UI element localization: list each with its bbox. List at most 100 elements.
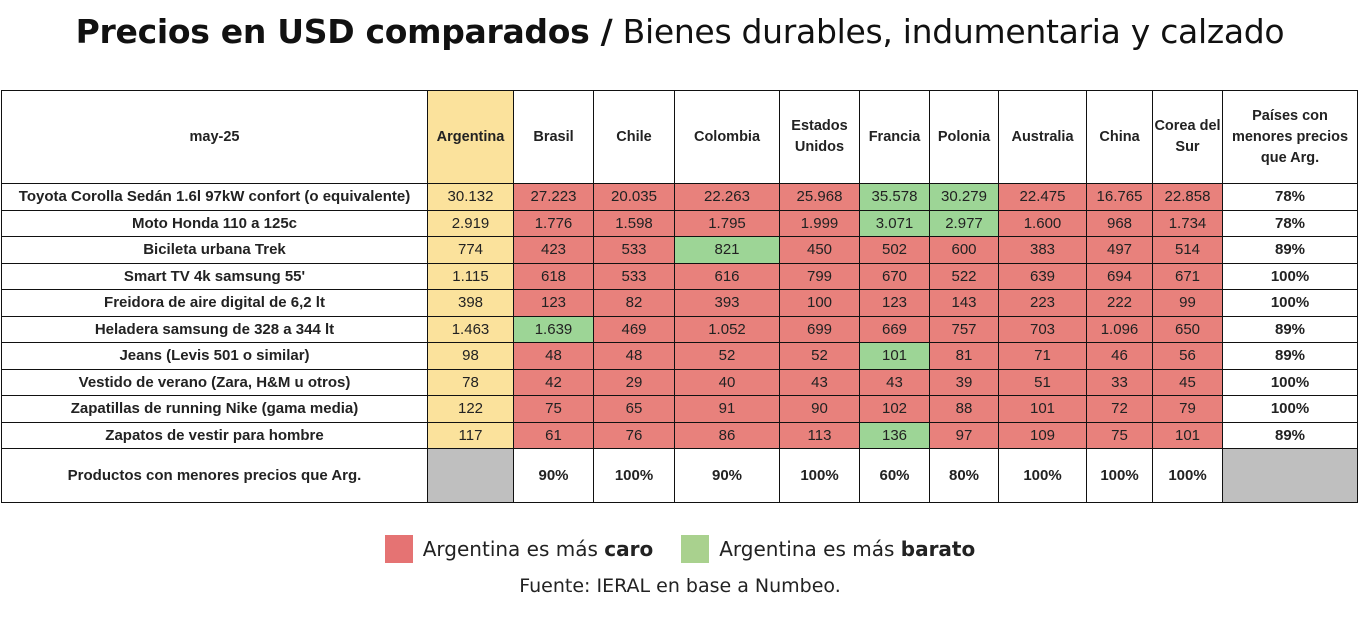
title-regular: Bienes durables, indumentaria y calzado — [612, 12, 1285, 51]
price-cell: 469 — [593, 315, 675, 343]
price-cell: 223 — [998, 289, 1087, 317]
price-cell: 383 — [998, 236, 1087, 264]
corner-label: may-25 — [1, 90, 428, 184]
legend-swatch-barato — [681, 535, 710, 563]
pct-cell: 78% — [1222, 183, 1358, 211]
table-row: Vestido de verano (Zara, H&M u otros) 78 4… — [1, 368, 1358, 396]
footer-row: Productos con menores precios que Arg. 90… — [1, 448, 1358, 503]
header-row: may-25 Argentina Brasil Chile Colombia Estado… — [1, 90, 1358, 184]
pct-cell: 89% — [1222, 342, 1358, 370]
page-title: Precios en USD comparados / Bienes durab… — [0, 12, 1360, 51]
table-row: Moto Honda 110 a 125c 2.919 1.776 1.598 1.79… — [1, 209, 1358, 237]
table-row: Bicileta urbana Trek 774 423 533 821 450 502 60… — [1, 236, 1358, 264]
price-cell: 423 — [513, 236, 594, 264]
price-cell: 514 — [1152, 236, 1223, 264]
price-cell: 117 — [427, 421, 514, 449]
price-cell: 35.578 — [859, 183, 930, 211]
price-cell: 600 — [929, 236, 999, 264]
price-cell: 669 — [859, 315, 930, 343]
table-row: Jeans (Levis 501 o similar) 98 48 48 52 52 101… — [1, 342, 1358, 370]
price-cell: 91 — [674, 395, 780, 423]
price-cell: 1.999 — [779, 209, 860, 237]
price-cell: 30.132 — [427, 183, 514, 211]
column-header: Brasil — [513, 90, 594, 184]
price-cell: 90 — [779, 395, 860, 423]
footer-cell: 90% — [513, 448, 594, 503]
price-cell: 671 — [1152, 262, 1223, 290]
pct-cell: 89% — [1222, 315, 1358, 343]
pct-cell: 89% — [1222, 236, 1358, 264]
price-cell: 101 — [998, 395, 1087, 423]
price-cell: 2.977 — [929, 209, 999, 237]
pct-cell: 89% — [1222, 421, 1358, 449]
price-cell: 102 — [859, 395, 930, 423]
price-cell: 109 — [998, 421, 1087, 449]
product-label: Moto Honda 110 a 125c — [1, 209, 428, 237]
product-label: Vestido de verano (Zara, H&M u otros) — [1, 368, 428, 396]
price-cell: 222 — [1086, 289, 1153, 317]
column-header: Estados Unidos — [779, 90, 860, 184]
footer-cell — [427, 448, 514, 503]
price-cell: 450 — [779, 236, 860, 264]
price-cell: 670 — [859, 262, 930, 290]
price-cell: 97 — [929, 421, 999, 449]
legend-swatch-caro — [384, 535, 413, 563]
price-table: may-25 Argentina Brasil Chile Colombia Estado… — [1, 90, 1358, 503]
footer-cell: 90% — [674, 448, 780, 503]
footer-cell: 60% — [859, 448, 930, 503]
table-row: Heladera samsung de 328 a 344 lt 1.463 1.6… — [1, 315, 1358, 343]
price-cell: 101 — [1152, 421, 1223, 449]
price-cell: 48 — [593, 342, 675, 370]
price-cell: 82 — [593, 289, 675, 317]
price-cell: 2.919 — [427, 209, 514, 237]
price-cell: 79 — [1152, 395, 1223, 423]
price-cell: 968 — [1086, 209, 1153, 237]
price-cell: 1.598 — [593, 209, 675, 237]
price-cell: 48 — [513, 342, 594, 370]
table-row: Zapatos de vestir para hombre 117 61 76 86 11… — [1, 421, 1358, 449]
legend-text: Argentina es más — [422, 537, 598, 561]
legend-bold: barato — [900, 537, 976, 561]
price-cell: 76 — [593, 421, 675, 449]
price-cell: 40 — [674, 368, 780, 396]
price-cell: 1.096 — [1086, 315, 1153, 343]
price-cell: 43 — [859, 368, 930, 396]
price-cell: 757 — [929, 315, 999, 343]
price-cell: 533 — [593, 262, 675, 290]
column-header: Argentina — [427, 90, 514, 184]
price-cell: 27.223 — [513, 183, 594, 211]
table-row: Freidora de aire digital de 6,2 lt 398 123… — [1, 289, 1358, 317]
price-cell: 22.475 — [998, 183, 1087, 211]
price-cell: 694 — [1086, 262, 1153, 290]
price-cell: 75 — [1086, 421, 1153, 449]
product-label: Zapatillas de running Nike (gama media) — [1, 395, 428, 423]
price-cell: 398 — [427, 289, 514, 317]
table-row: Toyota Corolla Sedán 1.6l 97kW confort (… — [1, 183, 1358, 211]
price-cell: 46 — [1086, 342, 1153, 370]
product-label: Heladera samsung de 328 a 344 lt — [1, 315, 428, 343]
title-bold: Precios en USD comparados / — [75, 12, 613, 51]
price-cell: 393 — [674, 289, 780, 317]
price-cell: 20.035 — [593, 183, 675, 211]
price-cell: 1.600 — [998, 209, 1087, 237]
product-label: Smart TV 4k samsung 55' — [1, 262, 428, 290]
footer-cell: 80% — [929, 448, 999, 503]
price-cell: 101 — [859, 342, 930, 370]
footer-cell: 100% — [1152, 448, 1223, 503]
price-cell: 1.463 — [427, 315, 514, 343]
price-cell: 113 — [779, 421, 860, 449]
product-label: Freidora de aire digital de 6,2 lt — [1, 289, 428, 317]
price-cell: 33 — [1086, 368, 1153, 396]
price-cell: 52 — [674, 342, 780, 370]
price-cell: 22.858 — [1152, 183, 1223, 211]
footer-cell: 100% — [779, 448, 860, 503]
price-cell: 502 — [859, 236, 930, 264]
pct-cell: 78% — [1222, 209, 1358, 237]
legend-text: Argentina es más — [719, 537, 895, 561]
price-cell: 42 — [513, 368, 594, 396]
column-header: Australia — [998, 90, 1087, 184]
price-cell: 136 — [859, 421, 930, 449]
price-cell: 86 — [674, 421, 780, 449]
legend: Argentina es más caro Argentina es más b… — [0, 535, 1360, 563]
price-cell: 650 — [1152, 315, 1223, 343]
